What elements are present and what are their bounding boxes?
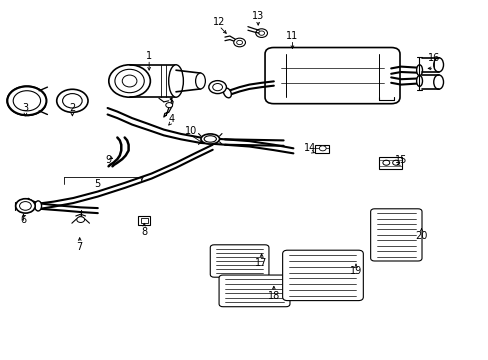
Ellipse shape (204, 136, 216, 142)
Text: 4: 4 (168, 114, 174, 124)
Circle shape (319, 146, 325, 151)
FancyBboxPatch shape (370, 209, 421, 261)
Circle shape (208, 81, 226, 94)
Ellipse shape (122, 75, 137, 87)
Text: 2: 2 (69, 103, 75, 113)
Circle shape (57, 89, 88, 112)
Circle shape (77, 217, 84, 222)
Text: 16: 16 (427, 53, 440, 63)
Text: 1: 1 (146, 51, 152, 61)
FancyBboxPatch shape (282, 250, 363, 301)
Text: 6: 6 (20, 215, 26, 225)
Text: 14: 14 (304, 143, 316, 153)
Bar (378, 157, 402, 169)
Text: 17: 17 (255, 258, 267, 268)
Ellipse shape (416, 65, 422, 76)
Ellipse shape (108, 65, 150, 97)
Text: 15: 15 (394, 155, 407, 165)
Ellipse shape (433, 58, 443, 72)
Text: 5: 5 (95, 179, 101, 189)
Circle shape (212, 84, 222, 91)
Ellipse shape (201, 134, 219, 144)
Text: 11: 11 (285, 31, 298, 41)
Circle shape (7, 86, 46, 115)
Circle shape (16, 199, 35, 213)
Circle shape (382, 160, 389, 165)
Text: 12: 12 (212, 17, 225, 27)
Circle shape (392, 160, 399, 165)
Ellipse shape (115, 69, 144, 93)
FancyBboxPatch shape (264, 48, 399, 104)
Ellipse shape (35, 201, 41, 211)
Circle shape (258, 31, 264, 35)
Ellipse shape (168, 65, 183, 97)
Ellipse shape (416, 76, 422, 86)
Text: 20: 20 (414, 231, 427, 241)
Circle shape (62, 94, 82, 108)
FancyBboxPatch shape (219, 275, 289, 307)
Circle shape (13, 91, 41, 111)
Circle shape (236, 40, 242, 45)
Ellipse shape (433, 75, 443, 89)
Ellipse shape (223, 88, 231, 98)
Ellipse shape (195, 73, 205, 89)
Bar (315, 145, 328, 153)
Text: 18: 18 (267, 291, 280, 301)
Text: 7: 7 (77, 242, 82, 252)
Bar (138, 216, 150, 225)
Circle shape (165, 103, 172, 108)
Text: 3: 3 (22, 103, 28, 113)
Circle shape (233, 38, 245, 47)
Circle shape (255, 29, 267, 37)
Bar (141, 218, 147, 223)
Text: 8: 8 (141, 227, 147, 237)
Text: 9: 9 (105, 155, 111, 165)
Circle shape (20, 202, 31, 210)
Text: 13: 13 (251, 11, 264, 21)
Text: 10: 10 (184, 126, 197, 136)
FancyBboxPatch shape (210, 245, 268, 277)
Text: 19: 19 (349, 266, 362, 276)
